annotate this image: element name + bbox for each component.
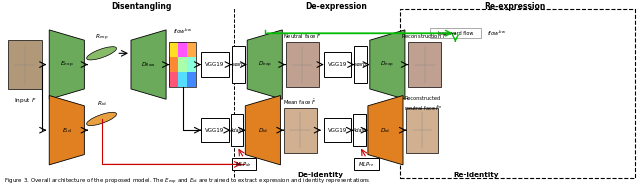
Bar bbox=[284, 108, 317, 153]
Text: Re-expression: Re-expression bbox=[484, 2, 545, 11]
Text: $D_{\rm exp}$: $D_{\rm exp}$ bbox=[380, 60, 394, 70]
Bar bbox=[353, 114, 366, 146]
Text: AdaIN: AdaIN bbox=[352, 128, 367, 133]
Text: Disentangling: Disentangling bbox=[111, 2, 172, 11]
Bar bbox=[187, 57, 196, 72]
Bar bbox=[230, 114, 243, 146]
Bar bbox=[178, 72, 187, 87]
Text: De-expression: De-expression bbox=[305, 2, 367, 11]
Bar bbox=[355, 46, 367, 83]
Text: $E_{\rm id}$: $E_{\rm id}$ bbox=[62, 126, 72, 135]
Bar bbox=[285, 42, 319, 87]
Polygon shape bbox=[368, 95, 403, 165]
Text: VGG19: VGG19 bbox=[328, 62, 347, 67]
Polygon shape bbox=[247, 30, 282, 99]
Bar bbox=[324, 118, 351, 142]
Text: backward flow: backward flow bbox=[438, 31, 473, 36]
Text: warp: warp bbox=[232, 62, 244, 67]
Text: VGG19: VGG19 bbox=[328, 128, 347, 133]
Text: Re-identity: Re-identity bbox=[454, 172, 499, 178]
Text: Reconstructed: Reconstructed bbox=[404, 96, 441, 101]
Polygon shape bbox=[131, 30, 166, 99]
Text: $flow^{bw}$: $flow^{bw}$ bbox=[487, 29, 506, 38]
Text: VGG19: VGG19 bbox=[205, 128, 225, 133]
Bar bbox=[178, 57, 187, 72]
Text: Reconstruction $F'$: Reconstruction $F'$ bbox=[401, 32, 449, 41]
Text: $D_{\rm id}$: $D_{\rm id}$ bbox=[381, 126, 390, 135]
Text: Figure 3. Overall architecture of the proposed model. The $E_{\rm exp}$ and $E_{: Figure 3. Overall architecture of the pr… bbox=[4, 177, 371, 187]
Bar bbox=[178, 42, 187, 57]
Text: AdaIN: AdaIN bbox=[230, 128, 244, 133]
Text: $R_{\rm id}$: $R_{\rm id}$ bbox=[97, 99, 106, 108]
Bar bbox=[170, 42, 178, 57]
Bar bbox=[400, 9, 635, 178]
Bar bbox=[232, 46, 244, 83]
Text: Mean face $\bar{F}$: Mean face $\bar{F}$ bbox=[284, 98, 317, 107]
Text: $MLP_{de}$: $MLP_{de}$ bbox=[236, 160, 253, 169]
Bar bbox=[201, 118, 228, 142]
Bar bbox=[406, 108, 438, 153]
Polygon shape bbox=[245, 95, 280, 165]
Text: $D_{\rm exp}$: $D_{\rm exp}$ bbox=[258, 60, 272, 70]
Bar bbox=[232, 158, 256, 170]
Text: Input $F$: Input $F$ bbox=[13, 96, 36, 105]
Text: $D_{\rm flow}$: $D_{\rm flow}$ bbox=[141, 60, 156, 69]
Text: $MLP_{re}$: $MLP_{re}$ bbox=[358, 160, 375, 169]
Bar bbox=[324, 52, 351, 77]
Bar bbox=[187, 42, 196, 57]
Bar bbox=[170, 42, 196, 87]
Bar bbox=[170, 57, 178, 72]
Text: $flow^{bw}$: $flow^{bw}$ bbox=[173, 27, 192, 36]
Text: neutral face $\hat{F}^n$: neutral face $\hat{F}^n$ bbox=[403, 103, 442, 112]
Bar bbox=[430, 28, 481, 38]
Text: Neutral face $\hat{F}$: Neutral face $\hat{F}$ bbox=[283, 32, 322, 41]
Ellipse shape bbox=[86, 47, 116, 60]
Text: $D_{\rm id}$: $D_{\rm id}$ bbox=[258, 126, 268, 135]
Ellipse shape bbox=[86, 112, 116, 125]
Bar bbox=[187, 72, 196, 87]
Polygon shape bbox=[370, 30, 405, 99]
Text: VGG19: VGG19 bbox=[205, 62, 225, 67]
Polygon shape bbox=[49, 95, 84, 165]
Text: $R_{\rm exp}$: $R_{\rm exp}$ bbox=[95, 33, 108, 43]
Bar bbox=[408, 42, 442, 87]
Text: De-identity: De-identity bbox=[297, 172, 343, 178]
Bar bbox=[201, 52, 228, 77]
Bar bbox=[8, 40, 42, 89]
Text: $E_{\rm exp}$: $E_{\rm exp}$ bbox=[60, 60, 74, 70]
Text: warp: warp bbox=[355, 62, 367, 67]
Bar bbox=[170, 72, 178, 87]
Bar bbox=[355, 158, 379, 170]
Polygon shape bbox=[49, 30, 84, 99]
